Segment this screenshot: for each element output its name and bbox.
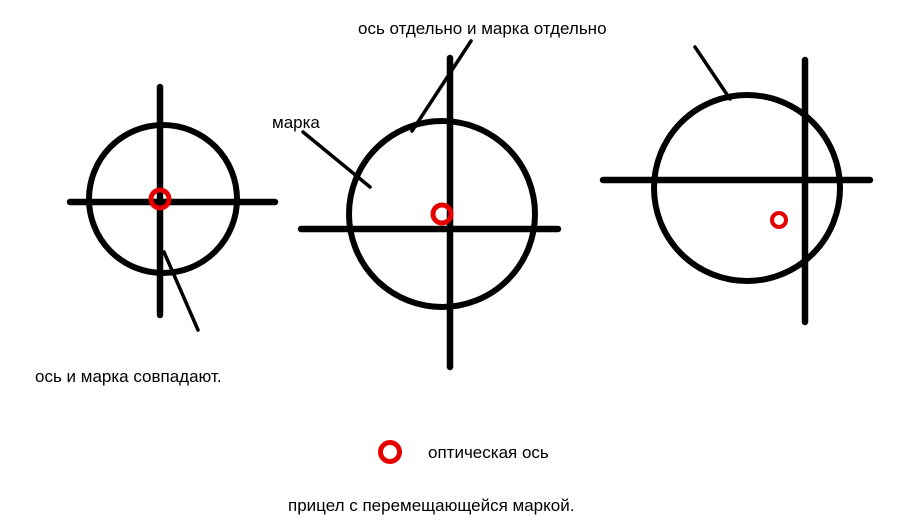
sight-3-marker: [772, 213, 786, 227]
legend-ring-icon: [378, 440, 402, 464]
label-top: ось отдельно и марка отдельно: [358, 19, 607, 39]
label-caption: прицел с перемещающейся маркой.: [288, 496, 574, 516]
pointer-top-right: [695, 47, 730, 99]
pointer-top-left: [412, 41, 471, 131]
label-middle: марка: [272, 113, 320, 133]
sight-2-circle: [349, 121, 535, 307]
label-bottom-left: ось и марка совпадают.: [35, 367, 222, 387]
sight-1: [70, 87, 275, 315]
label-legend: оптическая ось: [428, 443, 549, 463]
sight-3: [603, 60, 870, 322]
sight-3-circle: [654, 95, 840, 281]
pointer-middle: [303, 132, 370, 187]
